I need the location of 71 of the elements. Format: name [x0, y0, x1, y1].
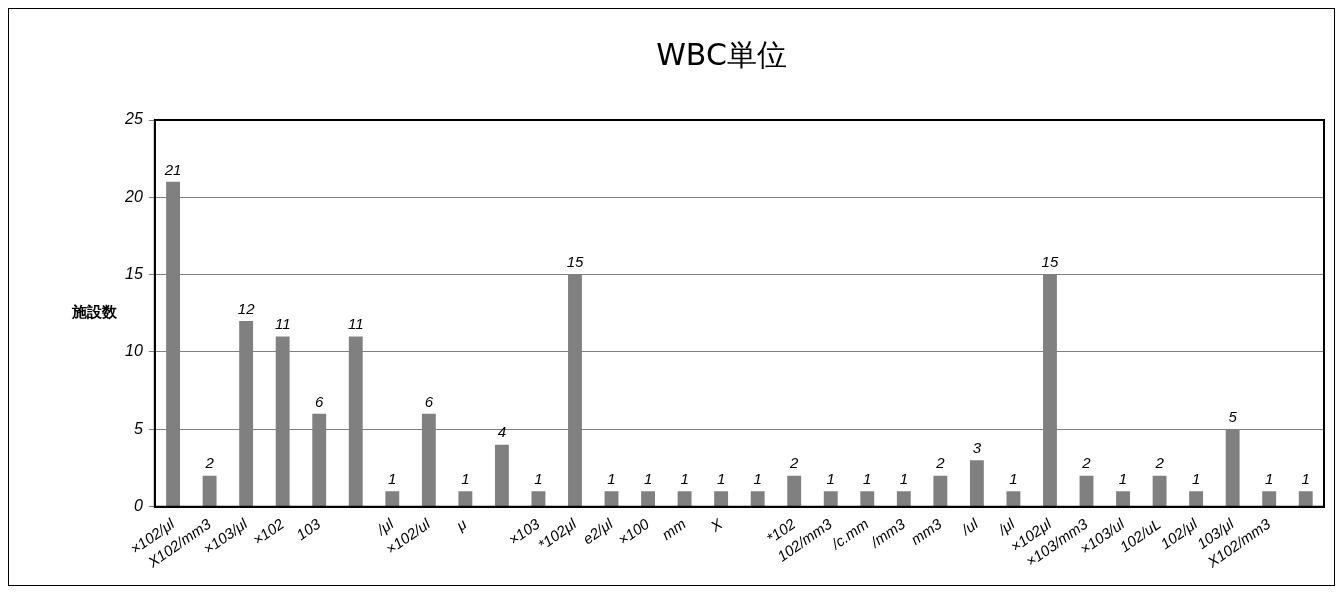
bar: [969, 460, 984, 507]
data-label: 1: [534, 469, 543, 487]
y-tick-label: 10: [125, 342, 143, 360]
data-label: 1: [643, 469, 653, 487]
bar: [1262, 491, 1277, 507]
bar: [641, 491, 655, 507]
y-tick-label: 0: [133, 497, 143, 515]
data-label: 1: [607, 469, 616, 487]
bar: [202, 475, 217, 507]
y-tick-label: 20: [124, 187, 143, 205]
data-label: 15: [1041, 253, 1059, 271]
data-label: 1: [899, 469, 908, 487]
bar: [385, 491, 400, 507]
data-label: 1: [863, 469, 872, 487]
data-label: 1: [716, 469, 726, 487]
x-tick-label: 103: [293, 514, 324, 544]
data-label: 5: [1228, 407, 1238, 425]
data-label: 2: [204, 454, 215, 472]
data-label: 2: [935, 454, 946, 472]
data-label: 1: [1301, 469, 1310, 487]
x-tick-label: ×102: [249, 514, 288, 549]
data-label: 1: [753, 469, 762, 487]
data-label: 3: [972, 438, 982, 456]
bar: [933, 475, 948, 507]
y-tick-label: 25: [124, 110, 143, 128]
bar: [823, 491, 838, 507]
data-label: 1: [1265, 469, 1274, 487]
bar: [1189, 491, 1204, 507]
data-label: 1: [826, 469, 835, 487]
x-tick-label: X: [706, 514, 727, 536]
data-label: 21: [163, 160, 182, 178]
bar: [1116, 491, 1130, 507]
bar: [714, 491, 729, 507]
bar: [458, 491, 473, 507]
chart-title: WBC単位: [656, 36, 787, 72]
data-label: 1: [1191, 469, 1201, 487]
data-label: 1: [1118, 469, 1128, 487]
y-tick-label: 15: [125, 265, 143, 283]
bar: [896, 491, 911, 507]
data-label: 11: [274, 315, 291, 333]
data-label: 1: [388, 469, 397, 487]
x-tick-label: ×100: [614, 514, 653, 549]
data-label: 2: [1154, 454, 1165, 472]
data-label: 4: [497, 423, 507, 441]
bar: [787, 475, 802, 507]
bar: [531, 491, 546, 507]
bar: [860, 491, 875, 507]
bar: [1079, 475, 1094, 507]
data-label: 1: [1009, 469, 1018, 487]
bar: [677, 491, 692, 507]
data-label: 2: [789, 454, 800, 472]
data-label: 12: [237, 299, 256, 317]
y-tick-label: 5: [133, 419, 143, 437]
data-label: 15: [566, 253, 584, 271]
bar: [604, 491, 619, 507]
bar: [1298, 491, 1313, 507]
y-axis-title: 施設数: [70, 303, 118, 322]
x-tick-label: μ: [452, 514, 470, 535]
data-label: 11: [347, 315, 364, 333]
x-tick-label: /μl: [994, 514, 1019, 539]
data-label: 2: [1081, 454, 1092, 472]
x-tick-label: /ul: [957, 514, 982, 539]
bar: [494, 444, 509, 507]
data-label: 6: [424, 392, 434, 410]
bar: [750, 491, 765, 507]
bar: [1006, 491, 1021, 507]
x-tick-label: mm: [658, 514, 689, 544]
data-label: 1: [461, 469, 470, 487]
data-label: 1: [680, 469, 689, 487]
data-label: 6: [315, 392, 325, 410]
bar: [1152, 475, 1167, 507]
